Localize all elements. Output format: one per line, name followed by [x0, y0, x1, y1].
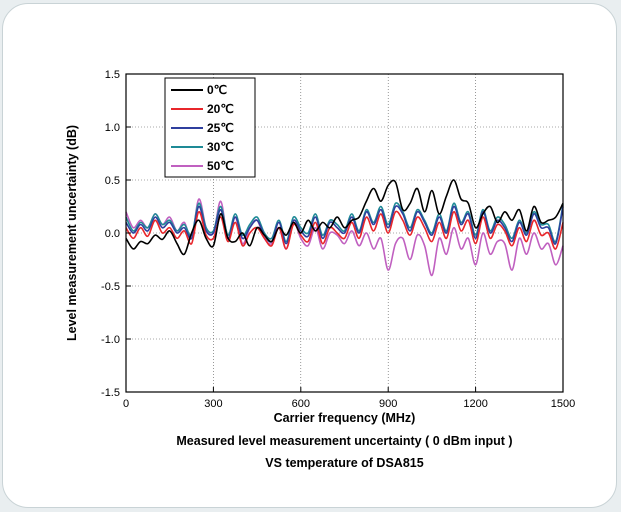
y-tick-label: -1.0	[101, 334, 120, 346]
caption-line-1: Measured level measurement uncertainty (…	[176, 434, 512, 448]
legend-label: 25℃	[207, 121, 234, 135]
y-tick-label: -1.5	[101, 387, 120, 399]
x-tick-label: 0	[123, 398, 129, 410]
x-axis-label: Carrier frequency (MHz)	[274, 411, 416, 425]
x-tick-label: 600	[292, 398, 310, 410]
y-tick-label: 1.0	[105, 122, 120, 134]
series-line	[125, 198, 564, 277]
y-tick-label: 0.5	[105, 175, 120, 187]
x-tick-label: 1200	[463, 398, 487, 410]
legend-label: 20℃	[207, 102, 234, 116]
x-tick-label: 1500	[551, 398, 575, 410]
legend-label: 0℃	[207, 83, 227, 97]
series-line	[125, 179, 564, 256]
caption-line-2: VS temperature of DSA815	[265, 456, 423, 470]
legend-label: 50℃	[207, 159, 234, 173]
x-tick-label: 900	[379, 398, 397, 410]
series-line	[125, 205, 564, 245]
axis-ticks: 0 300 600 900 1200 1500 1.5 1.0 0.5 0.0 -0.5 -1.0 -1…	[101, 69, 575, 410]
legend-label: 30℃	[207, 140, 234, 154]
y-tick-label: -0.5	[101, 281, 120, 293]
y-tick-label: 0.0	[105, 228, 120, 240]
series-line	[125, 202, 564, 243]
legend: 0℃ 20℃ 25℃ 30℃ 50℃	[164, 77, 256, 178]
series-line	[125, 210, 564, 250]
y-axis-label: Level measurement uncertainty (dB)	[65, 125, 79, 341]
series-lines	[125, 179, 564, 277]
y-tick-label: 1.5	[105, 69, 120, 81]
chart-card	[2, 3, 617, 508]
x-tick-label: 300	[204, 398, 222, 410]
